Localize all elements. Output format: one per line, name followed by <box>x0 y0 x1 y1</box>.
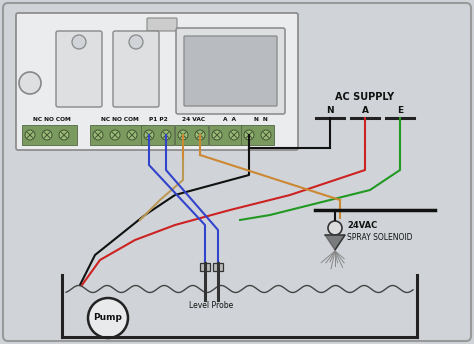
Text: A: A <box>362 106 368 115</box>
Circle shape <box>144 130 154 140</box>
Text: E: E <box>397 106 403 115</box>
Text: Level Probe: Level Probe <box>189 301 233 310</box>
Polygon shape <box>325 235 345 250</box>
FancyBboxPatch shape <box>147 18 177 31</box>
FancyBboxPatch shape <box>3 3 471 341</box>
Text: N  N: N N <box>254 117 268 122</box>
Bar <box>90 125 145 145</box>
Circle shape <box>93 130 103 140</box>
Circle shape <box>212 130 222 140</box>
Bar <box>241 125 274 145</box>
Circle shape <box>42 130 52 140</box>
Circle shape <box>195 130 205 140</box>
Circle shape <box>161 130 171 140</box>
Text: 24VAC: 24VAC <box>347 222 377 230</box>
Circle shape <box>88 298 128 338</box>
Text: AC SUPPLY: AC SUPPLY <box>336 92 394 102</box>
Circle shape <box>178 130 188 140</box>
Circle shape <box>25 130 35 140</box>
Circle shape <box>59 130 69 140</box>
FancyBboxPatch shape <box>184 36 277 106</box>
Circle shape <box>261 130 271 140</box>
Circle shape <box>127 130 137 140</box>
Circle shape <box>19 72 41 94</box>
FancyBboxPatch shape <box>113 31 159 107</box>
Circle shape <box>328 221 342 235</box>
Text: 24 VAC: 24 VAC <box>182 117 206 122</box>
Circle shape <box>72 35 86 49</box>
Text: NC NO COM: NC NO COM <box>101 117 139 122</box>
Text: Pump: Pump <box>93 313 122 323</box>
Circle shape <box>129 35 143 49</box>
FancyBboxPatch shape <box>56 31 102 107</box>
Bar <box>22 125 77 145</box>
Text: A  A: A A <box>224 117 237 122</box>
Text: SPRAY SOLENOID: SPRAY SOLENOID <box>347 234 412 243</box>
Bar <box>209 125 242 145</box>
Text: P1 P2: P1 P2 <box>149 117 167 122</box>
Circle shape <box>110 130 120 140</box>
Circle shape <box>244 130 254 140</box>
Text: N: N <box>326 106 334 115</box>
FancyBboxPatch shape <box>176 28 285 114</box>
Bar <box>141 125 174 145</box>
Bar <box>200 263 210 271</box>
Bar <box>213 263 223 271</box>
Circle shape <box>229 130 239 140</box>
Bar <box>175 125 208 145</box>
Text: NC NO COM: NC NO COM <box>33 117 71 122</box>
FancyBboxPatch shape <box>16 13 298 150</box>
